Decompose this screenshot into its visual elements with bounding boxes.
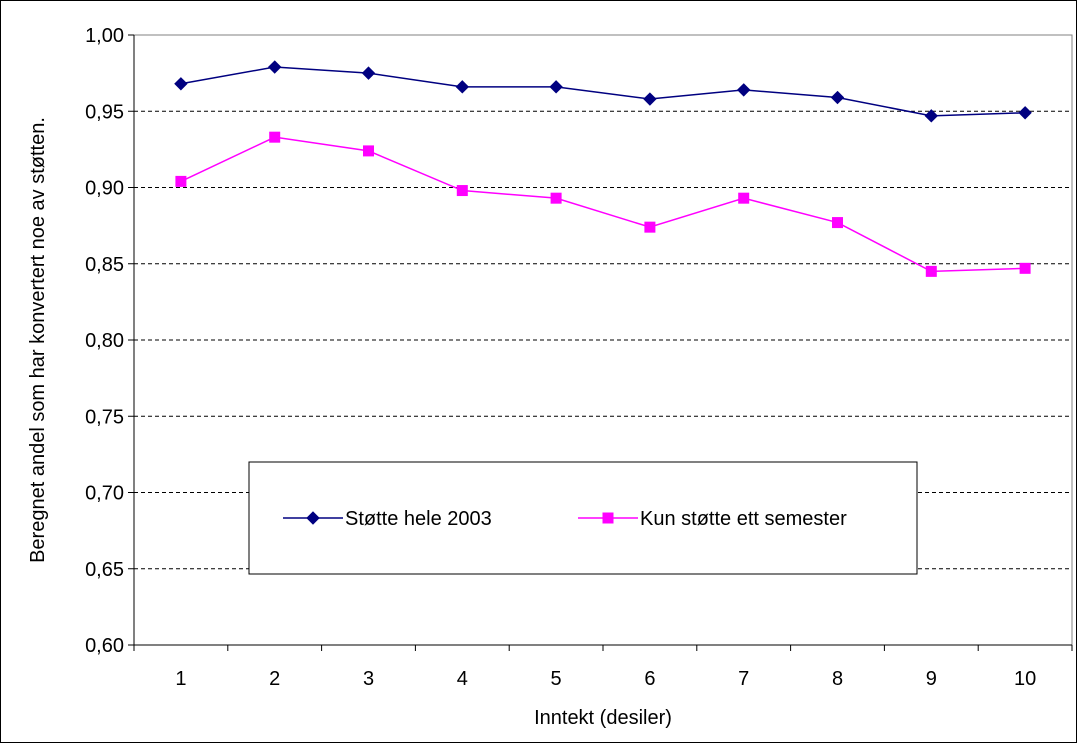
legend: Støtte hele 2003 Kun støtte ett semester <box>248 461 918 575</box>
x-tick-label: 8 <box>832 668 843 690</box>
x-tick-label: 9 <box>926 668 937 690</box>
data-point <box>830 90 845 105</box>
data-point <box>1019 262 1031 274</box>
y-axis-title: Beregnet andel som har konvertert noe av… <box>27 117 49 563</box>
data-point <box>361 66 376 80</box>
y-tick-labels: 0,60 0,65 0,70 0,75 0,80 0,85 0,90 0,95 1,00 <box>85 25 124 657</box>
x-tick-label: 6 <box>644 668 655 690</box>
data-point <box>1018 106 1032 120</box>
data-point <box>267 60 282 74</box>
x-tick-labels: 1 2 3 4 5 6 7 8 9 10 <box>175 668 1036 690</box>
x-tick-label: 5 <box>551 668 562 690</box>
data-point <box>738 192 750 204</box>
data-point <box>736 83 751 97</box>
x-tick-label: 3 <box>363 668 374 690</box>
legend-label: Kun støtte ett semester <box>640 508 847 530</box>
data-point <box>269 131 281 143</box>
data-point <box>550 192 562 204</box>
y-tick-label: 0,95 <box>85 101 124 123</box>
x-axis-title: Inntekt (desiler) <box>534 707 672 729</box>
x-tick-label: 4 <box>457 668 468 690</box>
y-tick-label: 0,85 <box>85 254 124 276</box>
series-line <box>180 136 1026 273</box>
legend-marker <box>602 512 614 524</box>
data-point <box>363 145 374 157</box>
y-tick-label: 0,60 <box>85 635 124 657</box>
x-tick-label: 2 <box>269 668 280 690</box>
legend-label: Støtte hele 2003 <box>345 508 492 530</box>
series-line <box>180 66 1026 117</box>
series-2 <box>175 131 1031 277</box>
data-point <box>455 80 470 94</box>
data-point <box>175 175 187 187</box>
axes <box>128 34 1073 651</box>
x-tick-label: 10 <box>1014 668 1036 690</box>
data-point <box>456 185 468 197</box>
y-tick-label: 0,80 <box>85 330 124 352</box>
data-point <box>925 265 937 277</box>
data-point <box>549 80 563 94</box>
data-point <box>832 217 843 229</box>
y-tick-label: 0,70 <box>85 483 124 505</box>
data-point <box>643 92 657 106</box>
y-tick-label: 0,90 <box>85 178 124 200</box>
data-point <box>174 77 188 91</box>
data-point <box>924 109 939 123</box>
legend-item: Støtte hele 2003 <box>283 508 492 530</box>
legend-marker <box>306 511 320 525</box>
x-tick-label: 7 <box>738 668 749 690</box>
series-1 <box>174 60 1032 123</box>
x-tick-label: 1 <box>175 668 186 690</box>
series-group <box>174 60 1032 277</box>
y-tick-label: 0,65 <box>85 559 124 581</box>
legend-item: Kun støtte ett semester <box>578 508 847 530</box>
y-tick-label: 1,00 <box>85 25 124 47</box>
y-tick-label: 0,75 <box>85 406 124 428</box>
data-point <box>644 221 656 233</box>
